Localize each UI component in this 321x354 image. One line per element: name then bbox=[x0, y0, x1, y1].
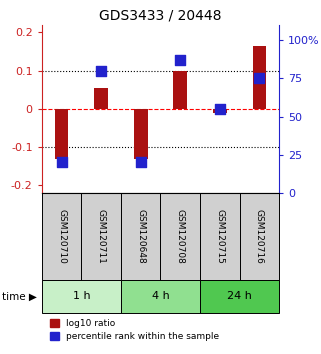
FancyBboxPatch shape bbox=[42, 193, 81, 280]
Text: 1 h: 1 h bbox=[73, 291, 90, 302]
Point bbox=[257, 75, 262, 81]
Title: GDS3433 / 20448: GDS3433 / 20448 bbox=[99, 8, 222, 22]
Text: GSM120711: GSM120711 bbox=[97, 209, 106, 264]
Point bbox=[138, 160, 143, 165]
Text: GSM120716: GSM120716 bbox=[255, 209, 264, 264]
FancyBboxPatch shape bbox=[240, 193, 279, 280]
FancyBboxPatch shape bbox=[200, 280, 279, 313]
FancyBboxPatch shape bbox=[200, 193, 240, 280]
Bar bbox=[134, 109, 148, 159]
Text: GSM120648: GSM120648 bbox=[136, 209, 145, 264]
Bar bbox=[94, 88, 108, 109]
Point bbox=[178, 57, 183, 63]
FancyBboxPatch shape bbox=[81, 193, 121, 280]
Bar bbox=[55, 109, 68, 159]
FancyBboxPatch shape bbox=[160, 193, 200, 280]
FancyBboxPatch shape bbox=[121, 280, 200, 313]
Point bbox=[217, 106, 222, 112]
Legend: log10 ratio, percentile rank within the sample: log10 ratio, percentile rank within the … bbox=[46, 315, 223, 345]
Point bbox=[99, 68, 104, 74]
Bar bbox=[213, 109, 227, 113]
Text: time ▶: time ▶ bbox=[2, 291, 37, 302]
FancyBboxPatch shape bbox=[121, 193, 160, 280]
Bar bbox=[173, 71, 187, 109]
Text: 4 h: 4 h bbox=[152, 291, 169, 302]
Text: GSM120708: GSM120708 bbox=[176, 209, 185, 264]
Text: GSM120710: GSM120710 bbox=[57, 209, 66, 264]
FancyBboxPatch shape bbox=[42, 280, 121, 313]
Point bbox=[59, 160, 64, 165]
Text: GSM120715: GSM120715 bbox=[215, 209, 224, 264]
Bar bbox=[253, 46, 266, 109]
Text: 24 h: 24 h bbox=[227, 291, 252, 302]
